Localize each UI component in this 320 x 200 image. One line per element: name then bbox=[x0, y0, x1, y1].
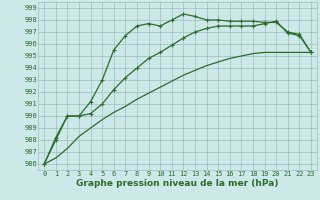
X-axis label: Graphe pression niveau de la mer (hPa): Graphe pression niveau de la mer (hPa) bbox=[76, 179, 279, 188]
